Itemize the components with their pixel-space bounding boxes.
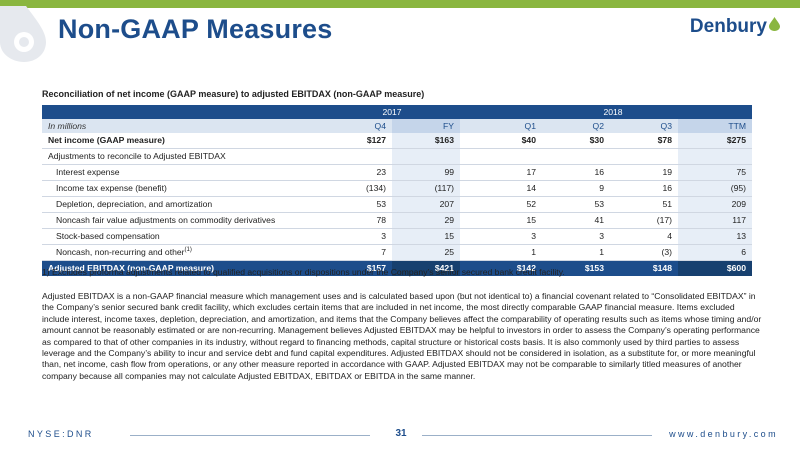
- top-accent-bar: [0, 0, 800, 8]
- cell-value: 3: [474, 228, 542, 245]
- period-ttm: TTM: [678, 119, 752, 133]
- table-row: Net income (GAAP measure) $127 $163 $40 …: [42, 133, 752, 149]
- cell-value: 1: [474, 244, 542, 261]
- period-q3: Q3: [610, 119, 678, 133]
- period-fy: FY: [392, 119, 460, 133]
- cell-value: 51: [610, 196, 678, 213]
- footnote-mark: (1): [184, 247, 192, 254]
- footer-website: www.denbury.com: [669, 429, 778, 439]
- cell-value: 7: [324, 244, 392, 261]
- cell-value: 75: [678, 164, 752, 181]
- row-label: Noncash fair value adjustments on commod…: [42, 212, 324, 229]
- cell-value: $142: [474, 260, 542, 276]
- footer-divider-left: [130, 435, 370, 436]
- table-row: Income tax expense (benefit) (134) (117)…: [42, 180, 752, 197]
- row-label: Interest expense: [42, 164, 324, 181]
- cell-value: 207: [392, 196, 460, 213]
- year-2018: 2018: [474, 105, 752, 119]
- cell-value: 3: [324, 228, 392, 245]
- cell-value: 4: [610, 228, 678, 245]
- cell-value: 41: [542, 212, 610, 229]
- cell-value: 52: [474, 196, 542, 213]
- cell-value: 16: [542, 164, 610, 181]
- period-header-row: In millions Q4 FY Q1 Q2 Q3 TTM: [42, 119, 752, 133]
- cell-value: (134): [324, 180, 392, 197]
- cell-value: $148: [610, 260, 678, 276]
- table-caption: Reconciliation of net income (GAAP measu…: [42, 89, 425, 99]
- year-header-row: 2017 2018: [42, 105, 752, 119]
- cell-value: 209: [678, 196, 752, 213]
- cell-value: $78: [610, 133, 678, 149]
- cell-value: 53: [324, 196, 392, 213]
- cell-value: $275: [678, 133, 752, 149]
- cell-value: 3: [542, 228, 610, 245]
- table-row: Interest expense 23 99 17 16 19 75: [42, 164, 752, 181]
- cell-value: (117): [392, 180, 460, 197]
- footer-divider-right: [422, 435, 652, 436]
- cell-value: (17): [610, 212, 678, 229]
- footnote: 1) Excludes proforma adjustments related…: [42, 267, 565, 277]
- drop-logo-icon: [0, 6, 46, 62]
- cell-value: 99: [392, 164, 460, 181]
- green-drop-icon: [769, 17, 780, 31]
- row-label-with-footnote: Noncash, non-recurring and other(1): [42, 244, 324, 261]
- cell-value: $127: [324, 133, 392, 149]
- cell-value: $163: [392, 133, 460, 149]
- cell-value: 29: [392, 212, 460, 229]
- page-title: Non-GAAP Measures: [58, 14, 333, 44]
- period-q1: Q1: [474, 119, 542, 133]
- cell-value: $153: [542, 260, 610, 276]
- cell-value: $40: [474, 133, 542, 149]
- table-row: Depletion, depreciation, and amortizatio…: [42, 196, 752, 213]
- cell-value: 15: [392, 228, 460, 245]
- row-label: Net income (GAAP measure): [42, 133, 324, 149]
- cell-value: 1: [542, 244, 610, 261]
- reconciliation-table: 2017 2018 In millions Q4 FY Q1 Q2 Q3 TTM…: [42, 105, 752, 276]
- year-2017: 2017: [324, 105, 460, 119]
- row-label: Noncash, non-recurring and other: [56, 247, 185, 257]
- cell-value: 16: [610, 180, 678, 197]
- row-label: Depletion, depreciation, and amortizatio…: [42, 196, 324, 213]
- description-paragraph: Adjusted EBITDAX is a non-GAAP financial…: [42, 291, 762, 381]
- cell-value: 25: [392, 244, 460, 261]
- total-row: Adjusted EBITDAX (non-GAAP measure) $157…: [42, 260, 752, 276]
- page-number: 31: [395, 428, 407, 439]
- cell-value: 9: [542, 180, 610, 197]
- table-row: Adjustments to reconcile to Adjusted EBI…: [42, 148, 752, 165]
- cell-value: (3): [610, 244, 678, 261]
- cell-value: $421: [392, 260, 460, 276]
- cell-value: 117: [678, 212, 752, 229]
- table-row: Stock-based compensation 3 15 3 3 4 13: [42, 228, 752, 245]
- cell-value: (95): [678, 180, 752, 197]
- row-label: Income tax expense (benefit): [42, 180, 324, 197]
- cell-value: 53: [542, 196, 610, 213]
- cell-value: $600: [678, 260, 752, 276]
- units-label: In millions: [42, 119, 324, 133]
- cell-value: $30: [542, 133, 610, 149]
- row-label: Adjustments to reconcile to Adjusted EBI…: [42, 148, 324, 165]
- cell-value: 78: [324, 212, 392, 229]
- row-label: Stock-based compensation: [42, 228, 324, 245]
- cell-value: 23: [324, 164, 392, 181]
- cell-value: 17: [474, 164, 542, 181]
- cell-value: $157: [324, 260, 392, 276]
- period-q2: Q2: [542, 119, 610, 133]
- footer-ticker: NYSE:DNR: [28, 429, 94, 439]
- cell-value: 14: [474, 180, 542, 197]
- cell-value: 13: [678, 228, 752, 245]
- table-row: Noncash fair value adjustments on commod…: [42, 212, 752, 229]
- period-q4: Q4: [324, 119, 392, 133]
- cell-value: 15: [474, 212, 542, 229]
- cell-value: 19: [610, 164, 678, 181]
- brand-name: Denbury: [689, 16, 767, 37]
- cell-value: 6: [678, 244, 752, 261]
- row-label: Adjusted EBITDAX (non-GAAP measure): [42, 260, 324, 276]
- brand-logo: Denbury: [690, 16, 780, 38]
- table-row: Noncash, non-recurring and other(1) 7 25…: [42, 244, 752, 261]
